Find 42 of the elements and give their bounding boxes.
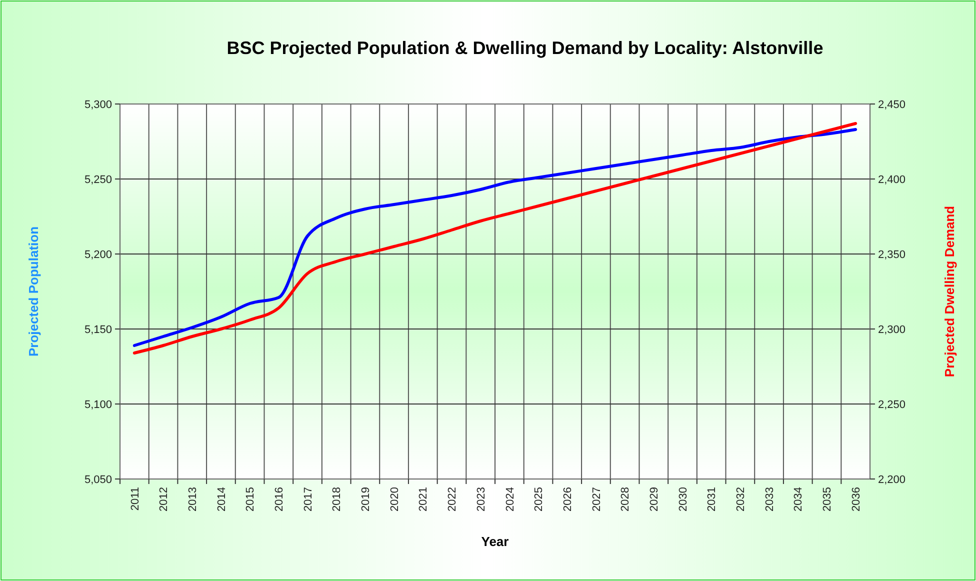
y2-tick-label: 2,200 [878, 474, 906, 486]
x-tick-label: 2031 [706, 487, 718, 512]
x-tick-label: 2033 [764, 487, 776, 512]
x-tick-label: 2032 [735, 487, 748, 512]
x-tick-label: 2024 [504, 487, 516, 512]
x-tick-label: 2011 [129, 487, 142, 511]
x-tick-label: 2015 [244, 487, 257, 512]
x-tick-label: 2027 [590, 487, 603, 512]
x-tick-label: 2029 [648, 487, 661, 512]
x-tick-label: 2016 [274, 487, 286, 512]
x-tick-label: 2022 [446, 487, 459, 512]
chart-title: BSC Projected Population & Dwelling Demand by Locality: Alstonville [226, 38, 824, 58]
y-tick-label: 5,300 [84, 98, 112, 111]
x-tick-label: 2034 [792, 487, 805, 512]
x-tick-label: 2030 [677, 487, 690, 512]
y-tick-label: 5,200 [84, 248, 112, 261]
x-axis-title: Year [481, 534, 509, 549]
x-tick-label: 2035 [822, 487, 834, 512]
x-tick-label: 2026 [562, 487, 574, 512]
y-tick-label: 5,250 [84, 174, 112, 186]
y-tick-label: 5,050 [84, 474, 112, 486]
y-axis-title: Projected Population [26, 226, 41, 357]
y2-tick-label: 2,300 [878, 324, 906, 336]
y2-tick-label: 2,350 [878, 248, 906, 261]
x-tick-label: 2017 [302, 487, 314, 512]
y-tick-label: 5,150 [84, 324, 112, 336]
y-tick-label: 5,100 [84, 398, 112, 411]
x-tick-label: 2013 [186, 487, 199, 512]
y2-axis-title: Projected Dwelling Demand [942, 206, 957, 378]
x-tick-label: 2028 [620, 487, 632, 512]
y2-tick-label: 2,400 [878, 174, 906, 186]
x-tick-label: 2020 [388, 487, 401, 512]
y2-tick-label: 2,250 [878, 398, 906, 411]
x-tick-label: 2021 [418, 487, 430, 512]
x-tick-label: 2018 [331, 487, 344, 512]
x-tick-label: 2036 [850, 487, 862, 512]
y2-tick-label: 2,450 [878, 98, 906, 111]
x-tick-label: 2012 [158, 487, 170, 512]
x-tick-label: 2023 [475, 487, 488, 512]
x-tick-label: 2025 [533, 487, 546, 512]
x-tick-label: 2019 [360, 487, 372, 512]
x-tick-label: 2014 [216, 487, 228, 512]
